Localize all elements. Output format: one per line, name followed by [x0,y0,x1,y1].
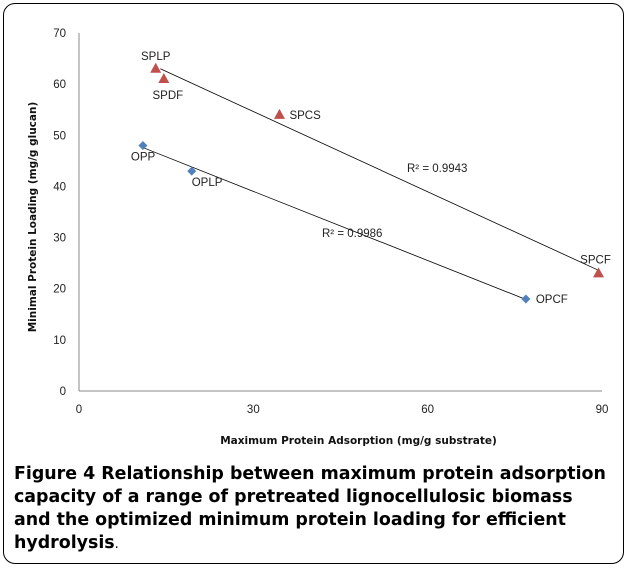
x-tick-labels: 0 30 60 90 [76,404,609,416]
point-label: SPLP [141,51,171,63]
triangle-marker [273,108,285,119]
r2-labels: R² = 0.9943 R² = 0.9986 [322,163,467,240]
point-label: SPDF [153,90,184,102]
diamond-marker [187,166,197,176]
figure-label: Figure 4 [14,464,96,484]
y-tick-label: 10 [53,335,66,347]
y-tick-label: 30 [53,233,66,245]
x-tick-label: 90 [596,404,609,416]
y-tick-label: 40 [53,181,66,193]
trendline [160,68,599,271]
point-label: OPCF [536,294,568,306]
chart-axes [78,33,602,392]
y-tick-labels: 0 10 20 30 40 50 60 70 [53,28,66,398]
x-tick-label: 60 [421,404,434,416]
x-tick-label: 0 [76,404,82,416]
diamond-marker [138,141,148,151]
x-axis-label: Maximum Protein Adsorption (mg/g substra… [220,435,497,447]
r2-label: R² = 0.9943 [407,163,467,175]
diamond-marker [521,294,531,304]
data-points [138,62,605,304]
point-label: OPLP [192,177,223,189]
y-axis-label: Minimal Protein Loading (mg/g glucan) [27,102,39,333]
trendline [142,147,527,300]
r2-label: R² = 0.9986 [322,228,382,240]
y-tick-label: 70 [53,28,66,40]
point-label: SPCS [289,110,321,122]
triangle-marker [593,267,605,278]
figure-caption: Figure 4 Relationship between maximum pr… [14,463,614,556]
y-tick-label: 50 [53,130,66,142]
point-labels: SPLP SPDF SPCS SPCF OPP OPLP OPCF [131,51,611,306]
caption-text: Relationship between maximum protein ads… [14,464,606,553]
point-label: SPCF [580,254,611,266]
trendlines [142,68,599,300]
point-label: OPP [131,152,156,164]
x-tick-label: 30 [247,404,260,416]
y-tick-label: 60 [53,79,66,91]
figure-frame [3,3,624,564]
triangle-marker [150,62,162,73]
y-tick-label: 20 [53,284,66,296]
y-tick-label: 0 [60,386,66,398]
scatter-chart: 0 10 20 30 40 50 60 70 0 30 60 90 SPLP SPDF SPCS SPCF… [27,28,611,447]
caption-end: . [114,537,119,552]
triangle-marker [158,73,170,84]
